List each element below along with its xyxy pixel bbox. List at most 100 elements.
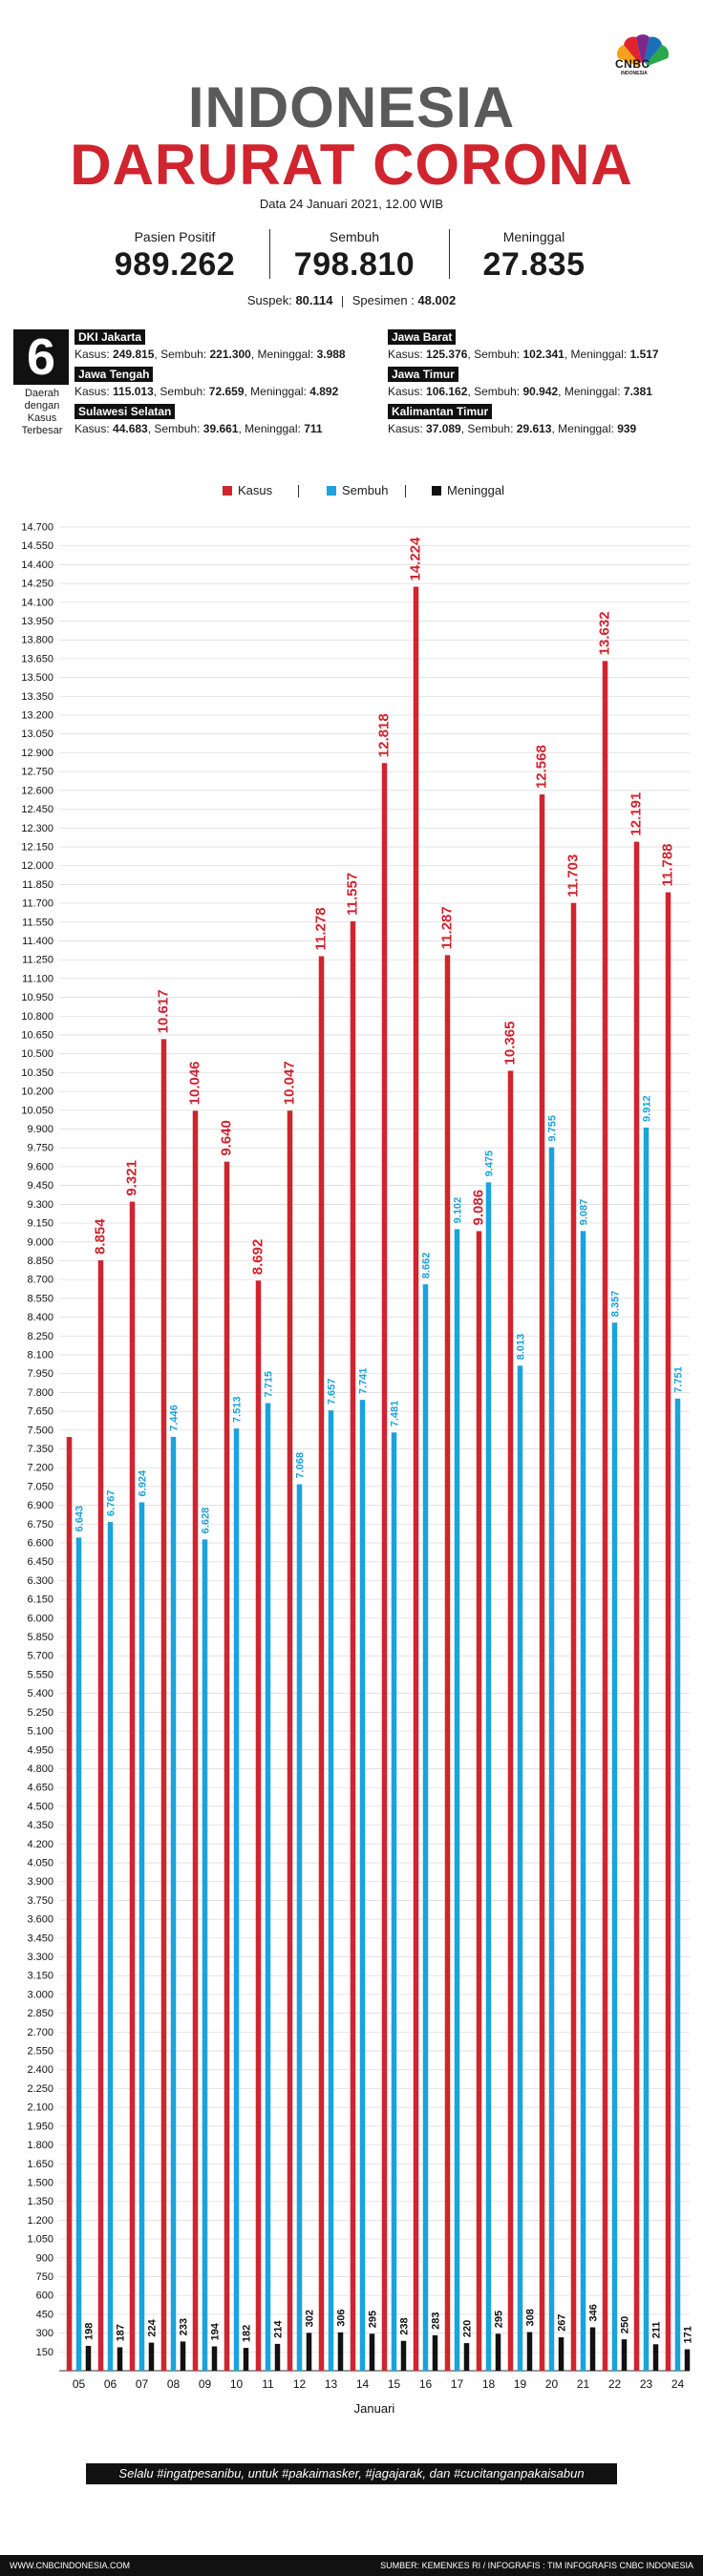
sembuh-label: , Sembuh: (154, 348, 207, 361)
data-label-meninggal: 306 (336, 2309, 348, 2326)
stat-positif: Pasien Positif 989.262 (84, 229, 266, 284)
data-label-sembuh: 6.767 (106, 1490, 117, 1517)
data-label-kasus: 10.617 (156, 989, 172, 1033)
bar-sembuh (643, 1127, 650, 2371)
y-tick-label: 5.400 (27, 1688, 53, 1700)
y-tick-label: 1.500 (27, 2177, 53, 2188)
meninggal-label: , Meninggal: (551, 422, 614, 435)
legend-label: Kasus (238, 483, 273, 497)
y-tick-label: 7.650 (27, 1406, 53, 1418)
y-tick-label: 8.700 (27, 1275, 53, 1286)
x-tick-label: 07 (136, 2377, 149, 2391)
y-tick-label: 3.300 (27, 1952, 53, 1963)
sembuh-label: , Sembuh: (147, 422, 201, 435)
bar-meninggal (306, 2333, 312, 2371)
data-label-sembuh: 9.087 (579, 1199, 590, 1226)
footer-source: SUMBER: KEMENKES RI / INFOGRAFIS : TIM I… (380, 2561, 693, 2570)
y-tick-label: 300 (36, 2328, 53, 2339)
bar-sembuh (580, 1231, 586, 2371)
stat-divider (449, 229, 450, 279)
x-tick-label: 08 (167, 2377, 181, 2391)
region-item: Sulawesi Selatan Kasus: 44.683, Sembuh: 3… (75, 404, 323, 435)
y-tick-label: 2.100 (27, 2102, 53, 2114)
bar-sembuh (611, 1322, 618, 2371)
bar-sembuh (391, 1432, 397, 2371)
data-label-sembuh: 9.912 (642, 1095, 653, 1122)
date-line: Data 24 Januari 2021, 12.00 WIB (259, 197, 444, 211)
bar-kasus (66, 1437, 73, 2371)
bar-meninggal (337, 2332, 344, 2371)
meninggal-label: , Meninggal: (564, 348, 628, 361)
data-label-sembuh: 8.662 (421, 1253, 433, 1279)
caption-line: Kasus (27, 412, 57, 424)
bar-meninggal (432, 2334, 438, 2371)
data-label-kasus: 12.191 (628, 792, 645, 836)
y-tick-label: 7.500 (27, 1425, 53, 1436)
kasus-value: 125.376 (426, 348, 468, 361)
region-name: DKI Jakarta (75, 329, 146, 345)
y-tick-label: 10.650 (21, 1030, 53, 1042)
bar-sembuh (296, 1484, 303, 2371)
brand-sub: INDONESIA (621, 71, 648, 76)
legend-divider (298, 485, 299, 497)
y-tick-label: 5.100 (27, 1726, 53, 1738)
y-tick-label: 8.100 (27, 1349, 53, 1361)
y-tick-label: 5.250 (27, 1707, 53, 1719)
region-values: Kasus: 37.089, Sembuh: 29.613, Meninggal… (388, 422, 636, 435)
legend-label: Meninggal (447, 483, 504, 497)
data-label-meninggal: 214 (273, 2320, 285, 2338)
x-tick-label: 20 (545, 2377, 559, 2391)
y-tick-label: 2.550 (27, 2046, 53, 2058)
data-label-meninggal: 283 (431, 2312, 442, 2329)
footer-website: WWW.CNBCINDONESIA.COM (10, 2561, 130, 2570)
legend-item-meninggal: Meninggal (432, 483, 504, 497)
y-tick-label: 14.400 (21, 560, 53, 571)
region-count-caption: Daerah dengan Kasus Terbesar (10, 388, 75, 437)
data-label-sembuh: 8.013 (516, 1334, 527, 1361)
sembuh-label: , Sembuh: (467, 385, 521, 398)
region-values: Kasus: 106.162, Sembuh: 90.942, Meningga… (388, 385, 652, 398)
region-values: Kasus: 44.683, Sembuh: 39.661, Meninggal… (75, 422, 323, 435)
y-tick-label: 4.350 (27, 1820, 53, 1831)
legend-swatch (432, 485, 441, 496)
bar-sembuh (107, 1522, 114, 2371)
y-tick-label: 1.800 (27, 2140, 53, 2151)
bar-sembuh (517, 1365, 523, 2371)
y-tick-label: 12.450 (21, 804, 53, 815)
data-label-kasus: 13.632 (597, 611, 613, 655)
y-tick-label: 7.800 (27, 1387, 53, 1399)
bar-sembuh (359, 1400, 366, 2371)
data-label-kasus: 10.046 (187, 1061, 203, 1105)
y-tick-label: 12.750 (21, 767, 53, 778)
y-tick-label: 1.950 (27, 2121, 53, 2132)
y-tick-label: 6.450 (27, 1556, 53, 1568)
y-tick-label: 1.350 (27, 2196, 53, 2207)
y-tick-label: 12.900 (21, 748, 53, 759)
data-label-meninggal: 295 (494, 2311, 505, 2328)
data-label-meninggal: 302 (305, 2310, 316, 2327)
y-tick-label: 600 (36, 2291, 53, 2302)
x-tick-label: 22 (608, 2377, 622, 2391)
y-tick-label: 3.450 (27, 1932, 53, 1944)
y-tick-label: 11.850 (22, 879, 53, 891)
y-tick-label: 7.350 (27, 1444, 53, 1455)
bar-meninggal (495, 2333, 501, 2371)
meninggal-label: , Meninggal: (238, 422, 301, 435)
data-label-kasus: 12.568 (534, 745, 550, 789)
caption-line: dengan (24, 400, 60, 412)
suspek-divider (342, 295, 344, 307)
y-tick-label: 4.650 (27, 1783, 53, 1794)
suspek-label: Suspek: (246, 293, 292, 307)
bar-kasus (665, 892, 671, 2371)
data-label-kasus: 11.703 (565, 855, 582, 897)
y-tick-label: 7.950 (27, 1368, 53, 1380)
data-label-meninggal: 238 (399, 2317, 411, 2334)
data-label-meninggal: 250 (620, 2316, 631, 2333)
data-label-sembuh: 6.924 (138, 1469, 149, 1496)
y-tick-label: 150 (36, 2347, 53, 2358)
bar-meninggal (589, 2327, 596, 2371)
y-tick-label: 11.250 (22, 955, 53, 966)
sembuh-value: 221.300 (209, 348, 251, 361)
bar-sembuh (233, 1428, 240, 2371)
data-label-meninggal: 233 (179, 2318, 190, 2335)
